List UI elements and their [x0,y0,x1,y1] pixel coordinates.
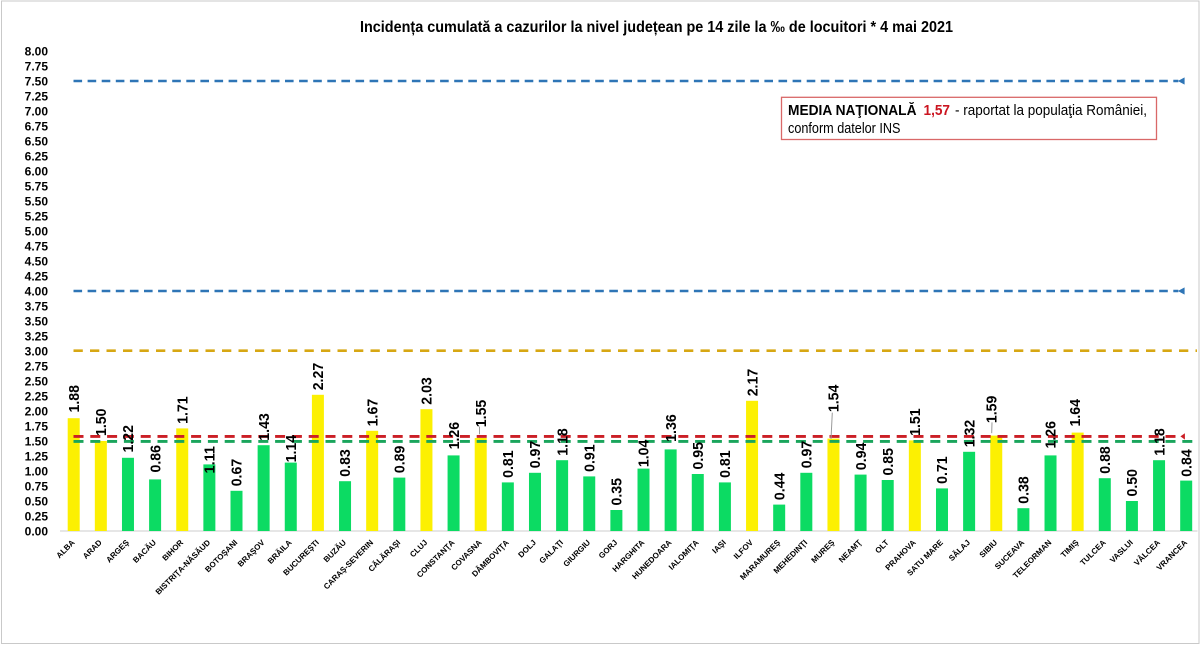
svg-text:1.18: 1.18 [1152,428,1168,456]
svg-text:0.97: 0.97 [528,441,544,469]
svg-text:3.25: 3.25 [25,329,49,343]
svg-text:0.95: 0.95 [691,442,707,470]
svg-text:0.85: 0.85 [881,448,897,476]
svg-text:0.38: 0.38 [1017,476,1033,504]
svg-text:0.83: 0.83 [338,449,354,477]
svg-text:1,57: 1,57 [924,103,951,119]
svg-text:2.17: 2.17 [745,369,761,397]
svg-text:2.27: 2.27 [311,363,327,391]
svg-text:1.51: 1.51 [908,408,924,436]
svg-text:5.50: 5.50 [25,194,49,208]
svg-text:0.71: 0.71 [935,456,951,484]
svg-text:MEDIA NAŢIONALĂ: MEDIA NAŢIONALĂ [788,102,917,119]
svg-text:1.50: 1.50 [94,409,110,437]
svg-text:1.22: 1.22 [121,425,137,453]
svg-text:3.50: 3.50 [25,314,49,328]
svg-text:1.50: 1.50 [25,434,49,448]
svg-text:4.50: 4.50 [25,254,49,268]
svg-text:4.00: 4.00 [25,284,49,298]
svg-text:0.84: 0.84 [1179,449,1195,477]
svg-text:4.75: 4.75 [25,239,49,253]
svg-text:1.26: 1.26 [1044,421,1060,449]
svg-text:5.00: 5.00 [25,224,49,238]
svg-text:0.89: 0.89 [393,446,409,474]
svg-text:0.44: 0.44 [772,473,788,501]
svg-text:0.50: 0.50 [1125,469,1141,497]
svg-text:1.75: 1.75 [25,419,49,433]
svg-text:1.18: 1.18 [555,428,571,456]
svg-text:7.50: 7.50 [25,74,49,88]
svg-text:1.04: 1.04 [637,440,653,468]
svg-text:0.00: 0.00 [25,524,49,538]
svg-text:1.54: 1.54 [827,385,843,413]
svg-text:1.26: 1.26 [447,422,463,450]
svg-text:5.75: 5.75 [25,179,49,193]
svg-text:0.25: 0.25 [25,509,49,523]
svg-text:1.67: 1.67 [365,399,381,427]
svg-text:0.94: 0.94 [854,443,870,471]
svg-text:7.25: 7.25 [25,89,49,103]
svg-text:7.00: 7.00 [25,104,49,118]
svg-text:0.88: 0.88 [1098,446,1114,474]
svg-text:2.75: 2.75 [25,359,49,373]
svg-text:1.32: 1.32 [962,420,978,448]
svg-text:0.75: 0.75 [25,479,49,493]
svg-text:1.88: 1.88 [67,385,83,413]
svg-text:1.36: 1.36 [664,414,680,442]
svg-text:3.00: 3.00 [25,344,49,358]
svg-text:0.86: 0.86 [148,445,164,473]
svg-text:0.35: 0.35 [610,478,626,506]
svg-text:1.00: 1.00 [25,464,49,478]
svg-text:1.64: 1.64 [1068,399,1084,427]
svg-text:2.03: 2.03 [420,377,436,405]
svg-text:0.67: 0.67 [230,459,246,487]
svg-text:Incidența cumulată a cazurilor: Incidența cumulată a cazurilor la nivel … [360,19,953,36]
svg-text:0.81: 0.81 [501,450,517,477]
svg-text:- raportat la populaţia Români: - raportat la populaţia României, [955,103,1147,119]
svg-text:0.97: 0.97 [800,441,816,469]
svg-text:1.14: 1.14 [284,435,300,463]
svg-text:3.75: 3.75 [25,299,49,313]
svg-text:8.00: 8.00 [25,44,49,58]
svg-text:1.59: 1.59 [985,396,1001,424]
svg-text:1.25: 1.25 [25,449,49,463]
svg-text:5.25: 5.25 [25,209,49,223]
svg-text:0.81: 0.81 [718,450,734,478]
svg-text:2.25: 2.25 [25,389,49,403]
svg-text:conform datelor INS: conform datelor INS [788,121,901,137]
svg-text:2.00: 2.00 [25,404,49,418]
svg-text:0.50: 0.50 [25,494,49,508]
svg-text:6.75: 6.75 [25,119,49,133]
svg-text:4.25: 4.25 [25,269,49,283]
svg-text:6.25: 6.25 [25,149,49,163]
svg-text:7.75: 7.75 [25,59,49,73]
svg-text:6.00: 6.00 [25,164,49,178]
svg-text:1.55: 1.55 [474,400,490,428]
svg-text:6.50: 6.50 [25,134,49,148]
svg-text:0.91: 0.91 [582,444,598,472]
svg-text:1.43: 1.43 [257,413,273,441]
svg-text:1.11: 1.11 [203,446,219,474]
svg-text:2.50: 2.50 [25,374,49,388]
svg-text:1.71: 1.71 [175,396,191,424]
